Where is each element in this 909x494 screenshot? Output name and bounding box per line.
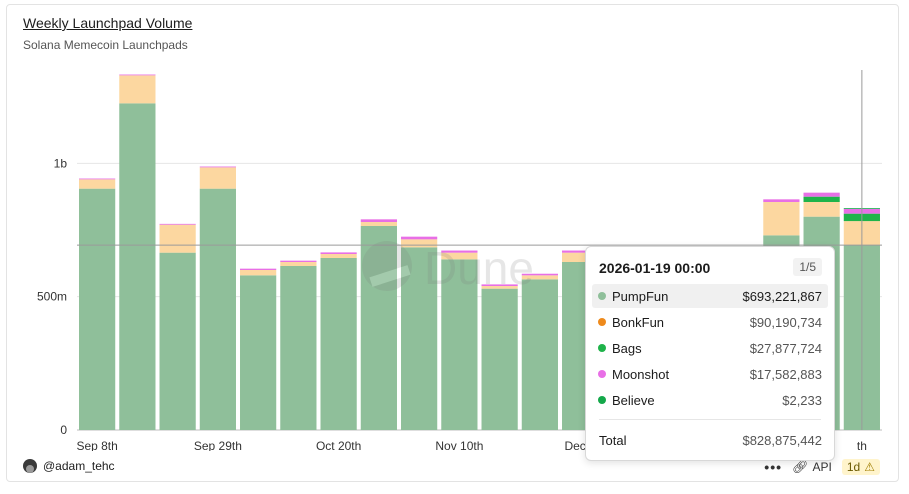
link-icon: 🔗︎ xyxy=(792,459,809,474)
bar-moonshot[interactable] xyxy=(803,192,840,197)
bar-pumpfun[interactable] xyxy=(481,288,518,430)
tooltip-series-value: $90,190,734 xyxy=(749,314,822,330)
bar-pumpfun[interactable] xyxy=(240,275,277,430)
bar-moonshot[interactable] xyxy=(481,284,518,286)
bar-bonkfun[interactable] xyxy=(79,179,116,189)
bar-bonkfun[interactable] xyxy=(441,252,478,260)
bar-bonkfun[interactable] xyxy=(481,286,518,289)
bar-moonshot[interactable] xyxy=(320,252,357,254)
tooltip-series-name: BonkFun xyxy=(612,314,665,330)
bar-moonshot[interactable] xyxy=(199,166,236,168)
tooltip-date: 2026-01-19 00:00 xyxy=(599,260,711,276)
bar-bonkfun[interactable] xyxy=(803,202,840,217)
chart-subtitle: Solana Memecoin Launchpads xyxy=(23,38,188,52)
more-icon[interactable]: ••• xyxy=(764,459,783,475)
bar-moonshot[interactable] xyxy=(360,219,397,222)
tooltip-series-value: $27,877,724 xyxy=(749,340,822,356)
bar-bonkfun[interactable] xyxy=(562,252,599,262)
bar-bonkfun[interactable] xyxy=(199,167,236,189)
bar-pumpfun[interactable] xyxy=(79,188,116,430)
bar-bonkfun[interactable] xyxy=(119,75,156,104)
bar-pumpfun[interactable] xyxy=(159,252,196,430)
avatar-icon xyxy=(23,459,37,473)
tooltip-total-label: Total xyxy=(599,433,627,448)
tooltip-series-value: $17,582,883 xyxy=(749,366,822,382)
bar-moonshot[interactable] xyxy=(562,250,599,253)
warning-icon: ⚠ xyxy=(864,460,875,474)
api-button[interactable]: 🔗︎ API xyxy=(792,459,832,475)
bar-moonshot[interactable] xyxy=(240,268,277,270)
chart-tooltip: 2026-01-19 00:00 1/5 PumpFun $693,221,867… xyxy=(585,246,835,461)
bar-bonkfun[interactable] xyxy=(401,239,438,248)
tooltip-pager[interactable]: 1/5 xyxy=(793,258,822,276)
tooltip-total-value: $828,875,442 xyxy=(742,433,822,448)
series-dot-icon xyxy=(598,292,606,300)
bar-moonshot[interactable] xyxy=(159,223,196,225)
tooltip-total-row: Total $828,875,442 xyxy=(599,433,822,448)
series-dot-icon xyxy=(598,318,606,326)
bar-bags[interactable] xyxy=(803,196,840,202)
bar-bonkfun[interactable] xyxy=(763,202,800,236)
bar-moonshot[interactable] xyxy=(401,236,438,240)
bar-pumpfun[interactable] xyxy=(401,247,438,430)
series-dot-icon xyxy=(598,344,606,352)
bar-moonshot[interactable] xyxy=(441,250,478,253)
footer-actions: ••• 🔗︎ API 1d ⚠ xyxy=(764,457,880,477)
bar-bonkfun[interactable] xyxy=(320,254,357,258)
bar-bonkfun[interactable] xyxy=(360,222,397,226)
tooltip-row-moonshot: Moonshot $17,582,883 xyxy=(592,362,828,386)
series-dot-icon xyxy=(598,396,606,404)
x-tick-label: Oct 20th xyxy=(316,439,361,451)
y-tick-label: 500m xyxy=(37,290,67,304)
bar-moonshot[interactable] xyxy=(119,74,156,76)
y-tick-label: 1b xyxy=(54,156,68,170)
x-tick-label: Nov 10th xyxy=(435,439,483,451)
series-dot-icon xyxy=(598,370,606,378)
bar-pumpfun[interactable] xyxy=(441,259,478,430)
bar-bonkfun[interactable] xyxy=(159,224,196,253)
author[interactable]: @adam_tehc xyxy=(23,457,115,475)
x-tick-label: th xyxy=(857,439,867,451)
refresh-badge-label: 1d xyxy=(846,460,861,474)
bar-pumpfun[interactable] xyxy=(521,279,558,430)
tooltip-series-value: $693,221,867 xyxy=(742,288,822,304)
tooltip-series-name: Believe xyxy=(612,392,655,408)
bar-pumpfun[interactable] xyxy=(119,103,156,430)
bar-pumpfun[interactable] xyxy=(280,266,317,430)
bar-pumpfun[interactable] xyxy=(199,188,236,430)
tooltip-divider xyxy=(599,419,821,420)
tooltip-row-pumpfun: PumpFun $693,221,867 xyxy=(592,284,828,308)
x-tick-label: Sep 29th xyxy=(194,439,242,451)
bar-pumpfun[interactable] xyxy=(360,226,397,430)
tooltip-series-name: PumpFun xyxy=(612,288,669,304)
api-label: API xyxy=(812,460,832,474)
tooltip-series-name: Moonshot xyxy=(612,366,670,382)
author-name: @adam_tehc xyxy=(43,459,115,473)
bar-moonshot[interactable] xyxy=(521,273,558,276)
bar-moonshot[interactable] xyxy=(79,178,116,180)
x-tick-label: Sep 8th xyxy=(76,439,117,451)
tooltip-row-bags: Bags $27,877,724 xyxy=(592,336,828,360)
tooltip-row-bonkfun: BonkFun $90,190,734 xyxy=(592,310,828,334)
bar-moonshot[interactable] xyxy=(763,199,800,202)
tooltip-row-believe: Believe $2,233 xyxy=(592,388,828,412)
tooltip-series-value: $2,233 xyxy=(782,392,822,408)
bar-bonkfun[interactable] xyxy=(240,270,277,276)
chart-title[interactable]: Weekly Launchpad Volume xyxy=(23,15,193,31)
bar-moonshot[interactable] xyxy=(280,260,317,262)
y-tick-label: 0 xyxy=(60,423,67,437)
tooltip-series-name: Bags xyxy=(612,340,642,356)
refresh-badge[interactable]: 1d ⚠ xyxy=(841,459,880,475)
bar-pumpfun[interactable] xyxy=(320,258,357,430)
bar-bonkfun[interactable] xyxy=(280,262,317,266)
bar-bonkfun[interactable] xyxy=(521,275,558,280)
